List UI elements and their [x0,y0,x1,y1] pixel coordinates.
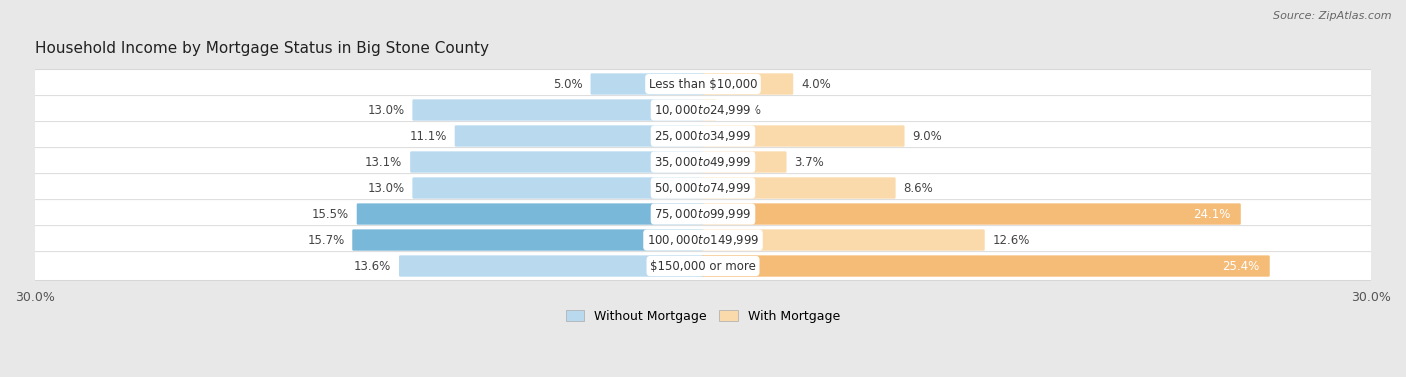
Text: 4.0%: 4.0% [801,78,831,90]
FancyBboxPatch shape [22,148,1384,176]
FancyBboxPatch shape [22,174,1384,202]
Text: 11.1%: 11.1% [409,130,447,143]
Text: 0.55%: 0.55% [724,104,761,116]
FancyBboxPatch shape [357,203,704,225]
Text: Household Income by Mortgage Status in Big Stone County: Household Income by Mortgage Status in B… [35,41,489,57]
FancyBboxPatch shape [702,255,1270,277]
FancyBboxPatch shape [702,125,904,147]
Text: 25.4%: 25.4% [1222,259,1260,273]
Text: 13.0%: 13.0% [367,181,405,195]
Text: 8.6%: 8.6% [904,181,934,195]
Text: $50,000 to $74,999: $50,000 to $74,999 [654,181,752,195]
FancyBboxPatch shape [591,74,704,95]
FancyBboxPatch shape [702,203,1240,225]
FancyBboxPatch shape [399,255,704,277]
Text: 15.5%: 15.5% [312,207,349,221]
FancyBboxPatch shape [412,100,704,121]
Text: $25,000 to $34,999: $25,000 to $34,999 [654,129,752,143]
FancyBboxPatch shape [411,151,704,173]
Text: 12.6%: 12.6% [993,233,1029,247]
FancyBboxPatch shape [412,177,704,199]
Text: 3.7%: 3.7% [794,156,824,169]
Text: $100,000 to $149,999: $100,000 to $149,999 [647,233,759,247]
Text: 13.6%: 13.6% [354,259,391,273]
FancyBboxPatch shape [702,100,717,121]
FancyBboxPatch shape [22,226,1384,254]
FancyBboxPatch shape [22,70,1384,98]
Text: $35,000 to $49,999: $35,000 to $49,999 [654,155,752,169]
Text: 9.0%: 9.0% [912,130,942,143]
Text: 15.7%: 15.7% [308,233,344,247]
Text: $75,000 to $99,999: $75,000 to $99,999 [654,207,752,221]
FancyBboxPatch shape [353,229,704,251]
Legend: Without Mortgage, With Mortgage: Without Mortgage, With Mortgage [561,305,845,328]
Text: 5.0%: 5.0% [553,78,582,90]
Text: Source: ZipAtlas.com: Source: ZipAtlas.com [1274,11,1392,21]
Text: $10,000 to $24,999: $10,000 to $24,999 [654,103,752,117]
FancyBboxPatch shape [454,125,704,147]
Text: Less than $10,000: Less than $10,000 [648,78,758,90]
Text: 24.1%: 24.1% [1194,207,1230,221]
FancyBboxPatch shape [22,252,1384,280]
FancyBboxPatch shape [702,229,984,251]
Text: $150,000 or more: $150,000 or more [650,259,756,273]
Text: 13.1%: 13.1% [366,156,402,169]
FancyBboxPatch shape [22,200,1384,228]
FancyBboxPatch shape [702,151,786,173]
FancyBboxPatch shape [22,122,1384,150]
FancyBboxPatch shape [22,96,1384,124]
Text: 13.0%: 13.0% [367,104,405,116]
FancyBboxPatch shape [702,177,896,199]
FancyBboxPatch shape [702,74,793,95]
